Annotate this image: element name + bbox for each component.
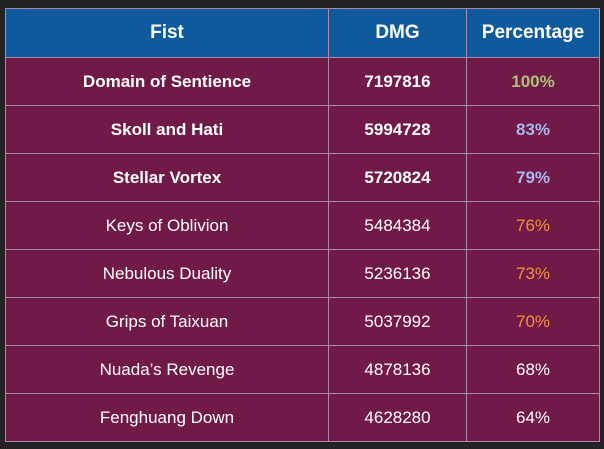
percentage-cell: 83%: [466, 105, 600, 154]
dmg-cell: 7197816: [328, 57, 467, 106]
table-row: Domain of Sentience 7197816 100%: [5, 57, 600, 106]
table-row: Skoll and Hati 5994728 83%: [5, 105, 600, 154]
percentage-cell: 79%: [466, 153, 600, 202]
table-row: Nebulous Duality 5236136 73%: [5, 249, 600, 298]
percentage-cell: 70%: [466, 297, 600, 346]
table-row: Grips of Taixuan 5037992 70%: [5, 297, 600, 346]
percentage-cell: 73%: [466, 249, 600, 298]
fist-cell: Stellar Vortex: [5, 153, 329, 202]
table-row: Fenghuang Down 4628280 64%: [5, 393, 600, 442]
table-header: Fist DMG Percentage: [5, 8, 600, 58]
fist-cell: Domain of Sentience: [5, 57, 329, 106]
dmg-cell: 5236136: [328, 249, 467, 298]
fist-cell: Nebulous Duality: [5, 249, 329, 298]
dmg-cell: 5484384: [328, 201, 467, 250]
dmg-cell: 5994728: [328, 105, 467, 154]
dmg-cell: 5037992: [328, 297, 467, 346]
header-percentage: Percentage: [466, 8, 600, 58]
percentage-cell: 64%: [466, 393, 600, 442]
table-row: Keys of Oblivion 5484384 76%: [5, 201, 600, 250]
header-fist: Fist: [5, 8, 329, 58]
fist-cell: Nuada’s Revenge: [5, 345, 329, 394]
header-row: Fist DMG Percentage: [5, 8, 600, 58]
percentage-cell: 68%: [466, 345, 600, 394]
damage-table-container: Fist DMG Percentage Domain of Sentience …: [5, 8, 600, 442]
table-body: Domain of Sentience 7197816 100% Skoll a…: [5, 57, 600, 442]
dmg-cell: 4628280: [328, 393, 467, 442]
fist-damage-table: Fist DMG Percentage Domain of Sentience …: [5, 8, 600, 442]
table-row: Stellar Vortex 5720824 79%: [5, 153, 600, 202]
percentage-cell: 100%: [466, 57, 600, 106]
dmg-cell: 5720824: [328, 153, 467, 202]
fist-cell: Fenghuang Down: [5, 393, 329, 442]
fist-cell: Keys of Oblivion: [5, 201, 329, 250]
table-row: Nuada’s Revenge 4878136 68%: [5, 345, 600, 394]
percentage-cell: 76%: [466, 201, 600, 250]
header-dmg: DMG: [328, 8, 467, 58]
dmg-cell: 4878136: [328, 345, 467, 394]
fist-cell: Skoll and Hati: [5, 105, 329, 154]
fist-cell: Grips of Taixuan: [5, 297, 329, 346]
